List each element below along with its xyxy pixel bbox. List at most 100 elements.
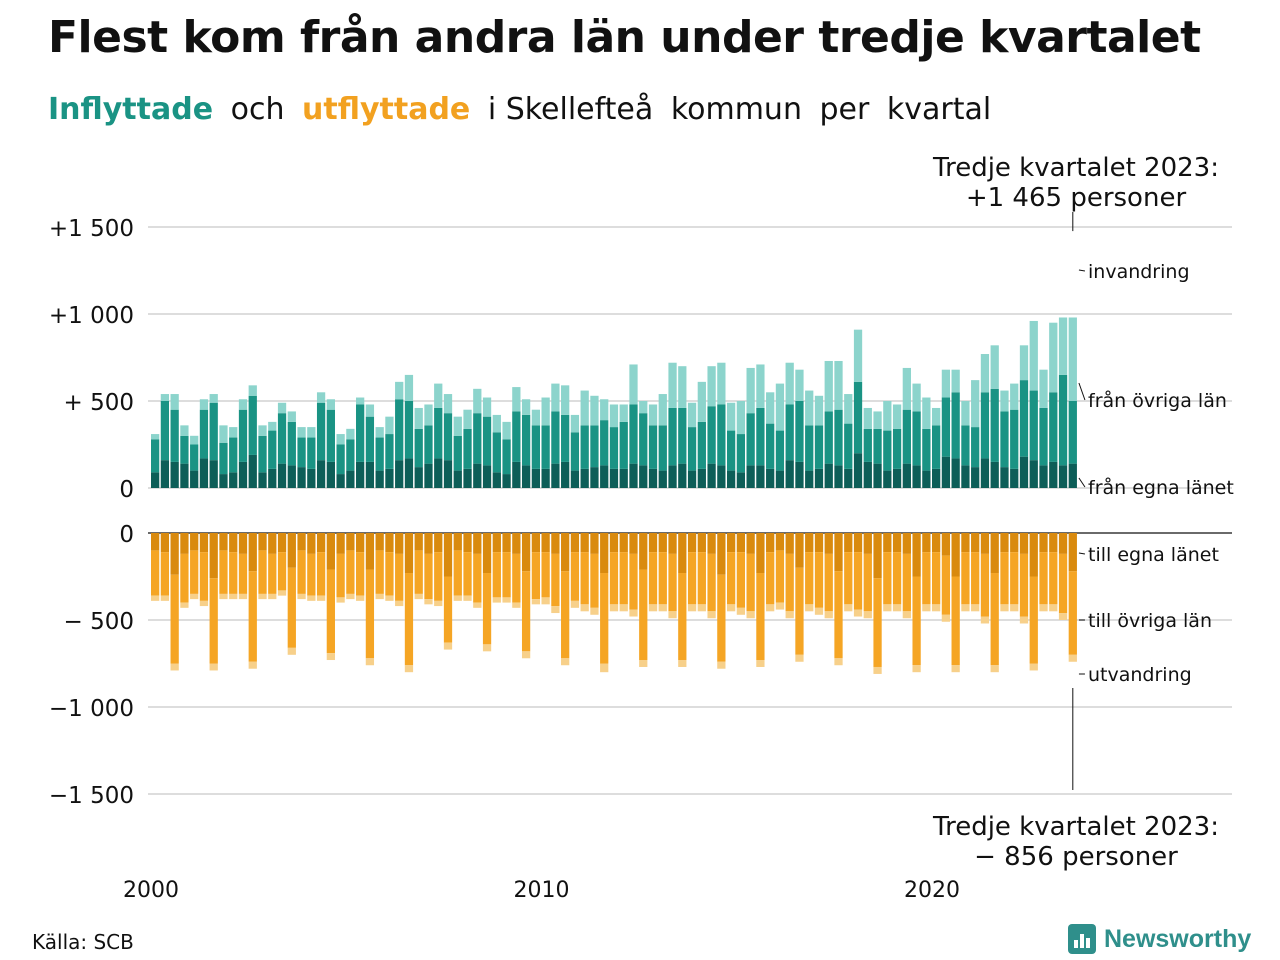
bar-out-2	[814, 607, 824, 615]
bar-in-2	[346, 428, 355, 440]
bar-in-1	[707, 406, 716, 464]
bar-out-0	[600, 533, 609, 574]
bar-out-1	[268, 553, 277, 594]
bar-in-0	[883, 470, 892, 488]
bar-in-2	[883, 401, 892, 431]
bar-out-1	[814, 552, 824, 608]
subtitle-kommun: kommun	[670, 92, 802, 127]
bar-out-1	[287, 567, 296, 648]
bar-out-0	[316, 533, 326, 553]
bar-in-0	[678, 463, 687, 488]
bar-out-0	[883, 533, 892, 553]
bar-out-0	[160, 533, 170, 553]
bar-in-0	[561, 461, 570, 488]
bar-out-1	[863, 553, 872, 612]
bar-out-0	[1039, 533, 1048, 553]
bar-out-0	[434, 533, 443, 553]
bar-out-2	[375, 593, 384, 600]
bar-out-0	[473, 533, 482, 554]
bar-in-2	[502, 421, 511, 440]
bar-out-2	[580, 604, 589, 612]
bar-in-2	[932, 407, 941, 426]
bar-in-0	[346, 470, 355, 488]
bar-in-2	[980, 354, 990, 393]
bar-in-2	[1058, 317, 1068, 375]
newsworthy-logo-text: Newsworthy	[1104, 924, 1252, 953]
bar-out-1	[873, 578, 882, 667]
bar-out-0	[424, 533, 433, 554]
bar-out-1	[951, 576, 960, 666]
bar-in-0	[726, 470, 736, 488]
bar-out-2	[775, 602, 785, 610]
bar-in-0	[1000, 467, 1009, 488]
bar-out-2	[873, 666, 882, 674]
bar-in-2	[746, 367, 755, 414]
bar-out-0	[658, 533, 667, 553]
bar-out-1	[521, 571, 531, 652]
bar-in-0	[316, 460, 326, 488]
bar-in-1	[453, 435, 462, 471]
bar-in-0	[990, 461, 999, 488]
bar-in-0	[687, 470, 697, 488]
bar-in-1	[502, 439, 511, 475]
bar-in-0	[414, 467, 423, 488]
y-tick-label-top: + 500	[64, 390, 134, 416]
bar-out-0	[190, 533, 199, 551]
bar-in-0	[473, 463, 482, 488]
subtitle-kvartal: kvartal	[886, 92, 992, 127]
bar-in-1	[287, 421, 296, 466]
bar-in-1	[199, 409, 209, 459]
bar-in-0	[648, 468, 658, 488]
bar-out-2	[932, 604, 941, 612]
bar-in-2	[385, 416, 394, 435]
bar-in-1	[863, 428, 872, 462]
bar-out-2	[395, 600, 404, 607]
bar-out-0	[668, 533, 677, 554]
bar-in-2	[941, 369, 951, 398]
bar-out-0	[824, 533, 833, 554]
bar-in-1	[1029, 390, 1038, 461]
bar-in-2	[590, 395, 599, 426]
bar-in-2	[668, 362, 677, 408]
bar-in-2	[1010, 383, 1019, 410]
bar-in-2	[492, 414, 501, 433]
y-tick-label-bottom: −1 500	[49, 783, 134, 809]
bar-out-2	[883, 604, 892, 612]
bar-out-2	[463, 595, 472, 601]
label-till-egna-lanet: till egna länet	[1088, 544, 1219, 566]
bar-in-1	[902, 409, 911, 464]
bar-in-1	[180, 435, 189, 464]
bar-in-2	[541, 397, 550, 426]
bar-out-0	[726, 533, 736, 553]
bar-out-1	[805, 552, 814, 605]
annotation-top-value: +1 465 personer	[966, 183, 1187, 213]
bar-in-1	[844, 423, 853, 469]
bar-out-0	[912, 533, 921, 577]
label-fran-egna-lanet: från egna länet	[1088, 476, 1234, 499]
bar-in-0	[326, 461, 335, 488]
bar-out-2	[424, 599, 433, 605]
bar-in-0	[336, 474, 345, 488]
bar-out-1	[424, 553, 433, 600]
bar-out-0	[551, 533, 560, 554]
newsworthy-logo-icon	[1068, 924, 1096, 954]
bar-out-0	[453, 533, 462, 551]
bar-out-2	[531, 599, 540, 605]
bar-out-2	[502, 597, 511, 603]
bar-out-1	[385, 552, 394, 596]
bar-in-0	[307, 468, 316, 488]
label-invandring: invandring	[1088, 261, 1190, 283]
bar-in-1	[609, 427, 619, 469]
bar-in-1	[883, 430, 892, 471]
bar-out-2	[1010, 604, 1019, 612]
bar-in-1	[365, 416, 375, 462]
bar-out-1	[1019, 553, 1029, 617]
bar-in-0	[209, 460, 218, 488]
bar-in-1	[580, 425, 589, 469]
bar-out-1	[326, 569, 335, 654]
bar-in-1	[668, 407, 677, 466]
bar-out-0	[395, 533, 404, 554]
y-tick-label-top: +1 000	[49, 303, 134, 329]
bar-out-2	[287, 647, 296, 655]
